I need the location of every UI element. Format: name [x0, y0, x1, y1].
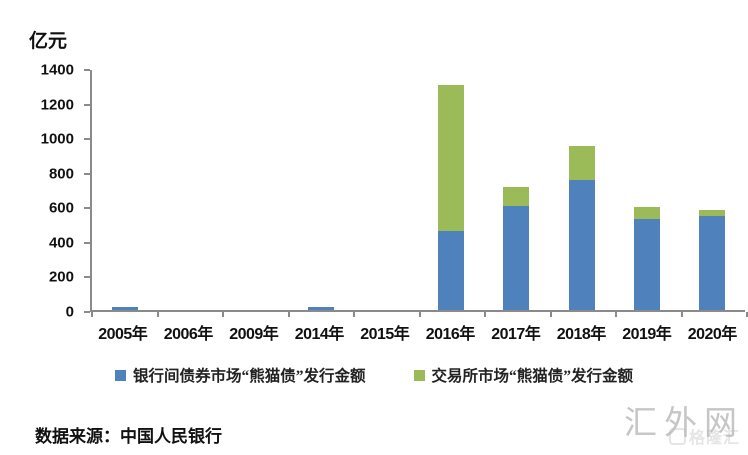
- x-axis-label: 2020年: [687, 326, 738, 343]
- x-axis-label: 2014年: [294, 326, 345, 343]
- y-tick-label: 1000: [40, 130, 74, 148]
- watermark-secondary-text: 格隆汇: [688, 430, 740, 447]
- bar-stack: [438, 85, 465, 310]
- bar-stack: [503, 187, 530, 310]
- legend-swatch-exchange: [413, 369, 425, 381]
- bar-segment: [699, 215, 726, 310]
- bar-group-2015年: [353, 70, 418, 310]
- y-axis-unit-label: 亿元: [29, 31, 68, 52]
- watermark-text: 汇外网: [624, 404, 744, 441]
- x-axis-label: 2009年: [229, 326, 279, 343]
- y-tick-mark: [84, 207, 90, 210]
- bar-stack: [568, 145, 595, 310]
- x-axis-label: 2017年: [491, 326, 541, 343]
- x-tick-mark: [222, 312, 224, 317]
- legend-label-exchange: 交易所市场“熊猫债”发行金额: [431, 368, 634, 385]
- y-tick-mark: [84, 311, 90, 313]
- legend-label-interbank: 银行间债券市场“熊猫债”发行金额: [132, 368, 366, 385]
- bar-stack: [699, 209, 726, 310]
- y-tick-mark: [84, 138, 90, 141]
- x-tick-mark: [615, 312, 617, 317]
- bar-segment: [568, 180, 595, 310]
- legend-item-interbank: 银行间债券市场“熊猫债”发行金额: [114, 364, 366, 386]
- bar-group-2014年: [288, 70, 353, 310]
- y-axis-labels: 1400 1200 1000 800 600 400 200 0: [14, 62, 80, 321]
- bar-stack: [307, 306, 334, 310]
- x-tick-mark: [287, 312, 290, 317]
- y-tick-label: 400: [48, 234, 74, 252]
- y-tick-mark: [84, 103, 90, 106]
- y-tick-label: 200: [48, 268, 74, 286]
- x-tick-mark: [549, 312, 552, 317]
- x-axis-label: 2005年: [98, 326, 148, 343]
- x-axis-label: 2015年: [360, 326, 410, 343]
- bar-segment: [503, 206, 530, 310]
- bar-group-2020年: [680, 70, 745, 310]
- x-tick-mark: [746, 312, 748, 317]
- x-tick-mark: [353, 312, 355, 317]
- bar-group-2009年: [223, 70, 288, 310]
- x-tick-mark: [484, 312, 486, 317]
- x-axis-label: 2006年: [163, 326, 214, 343]
- x-axis-labels: 2005年 2006年 2009年 2014年 2015年 2016年 2017年 2018年…: [90, 320, 745, 344]
- legend-swatch-interbank: [114, 369, 126, 381]
- bar-group-2005年: [92, 70, 157, 310]
- y-tick-mark: [84, 241, 90, 244]
- bar-segment: [699, 209, 726, 216]
- y-tick-label: 800: [48, 165, 74, 183]
- y-tick-mark: [84, 276, 90, 279]
- bar-stack: [111, 306, 138, 310]
- bar-segment: [438, 85, 465, 232]
- bar-segment: [307, 306, 334, 310]
- bar-group-2006年: [157, 70, 222, 310]
- y-tick-label: 1200: [40, 96, 74, 114]
- y-tick-mark: [84, 69, 90, 71]
- y-tick-label: 600: [48, 199, 74, 217]
- bar-segment: [111, 306, 138, 310]
- watermark-secondary: 格隆汇: [668, 424, 740, 448]
- y-tick-mark: [84, 172, 90, 175]
- bar-group-2018年: [549, 70, 614, 310]
- plot-area: [84, 69, 748, 317]
- bars-container: [92, 70, 745, 310]
- bar-segment: [634, 207, 661, 220]
- data-source-note: 数据来源：中国人民银行: [35, 427, 222, 446]
- x-tick-mark: [418, 312, 421, 317]
- watermark-logo-icon: [668, 427, 686, 445]
- bar-group-2017年: [484, 70, 549, 310]
- bar-group-2019年: [614, 70, 679, 310]
- x-axis-label: 2016年: [425, 326, 476, 343]
- bar-segment: [438, 231, 465, 310]
- x-axis-label: 2018年: [556, 326, 607, 343]
- bar-stack: [634, 207, 661, 310]
- x-tick-mark: [680, 312, 683, 317]
- bar-segment: [568, 145, 595, 181]
- bar-group-2016年: [418, 70, 483, 310]
- x-tick-mark: [91, 312, 93, 317]
- y-tick-label: 0: [65, 303, 74, 321]
- y-tick-label: 1400: [40, 61, 74, 79]
- legend: 银行间债券市场“熊猫债”发行金额 交易所市场“熊猫债”发行金额: [0, 364, 748, 386]
- x-axis-label: 2019年: [622, 326, 672, 343]
- x-tick-mark: [156, 312, 159, 317]
- bar-segment: [503, 187, 530, 207]
- bar-segment: [634, 219, 661, 310]
- legend-item-exchange: 交易所市场“熊猫债”发行金额: [413, 364, 634, 386]
